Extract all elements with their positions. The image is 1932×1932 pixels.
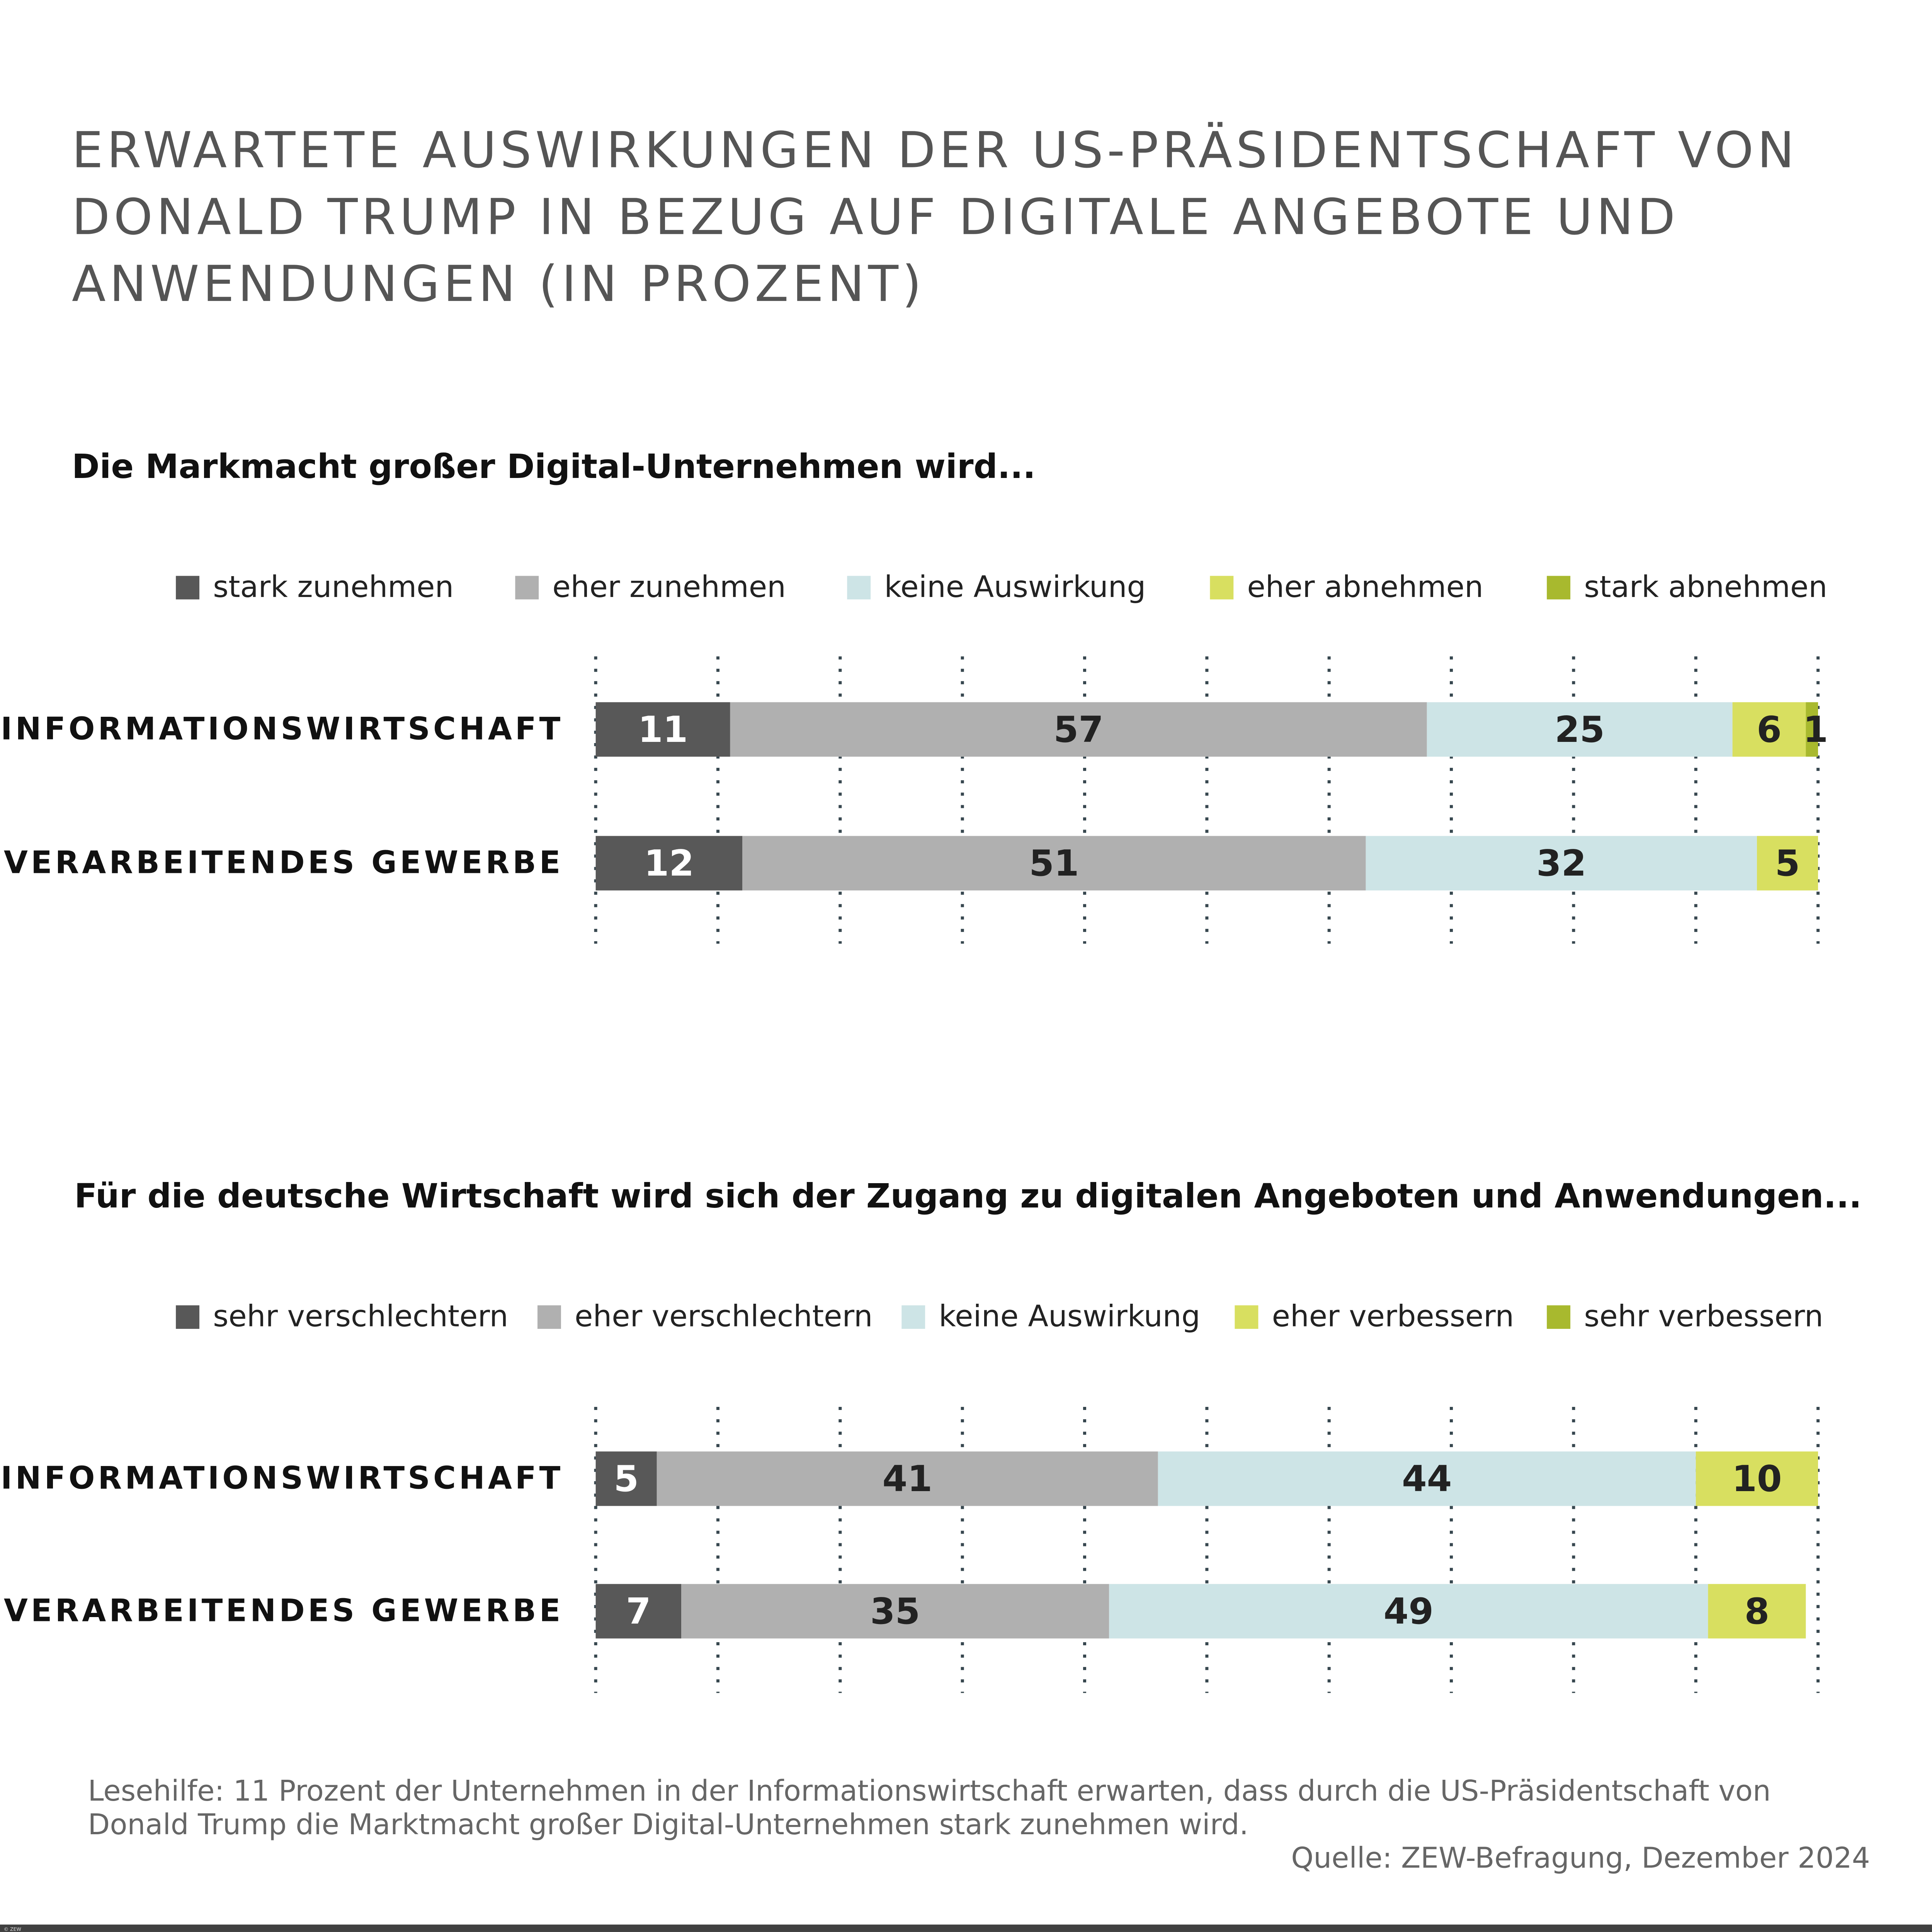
chart-1-row-label: VERARBEITENDES GEWERBE	[3, 844, 564, 881]
data-label: 25	[1555, 709, 1605, 750]
legend-item: stark zunehmen	[176, 570, 454, 604]
legend-swatch	[1547, 1304, 1571, 1328]
copyright: © ZEW	[3, 1925, 21, 1932]
bar-segment	[1696, 1451, 1818, 1506]
bar-segment	[656, 1451, 1158, 1506]
title-line: ANWENDUNGEN (IN PROZENT)	[71, 256, 925, 313]
data-label: 44	[1402, 1458, 1452, 1500]
data-label: 32	[1536, 842, 1586, 884]
legend-swatch	[176, 1304, 200, 1328]
data-label: 1	[1803, 709, 1828, 750]
chart-2-row-label: INFORMATIONSWIRTSCHAFT	[0, 1460, 564, 1496]
data-label: 11	[638, 709, 688, 750]
legend-item: sehr verbessern	[1547, 1299, 1823, 1334]
data-label: 5	[1775, 842, 1800, 884]
chart-2-title: Für die deutsche Wirtschaft wird sich de…	[74, 1178, 1862, 1216]
legend-label: keine Auswirkung	[939, 1299, 1201, 1334]
bar-segment	[1366, 836, 1757, 891]
bar-segment	[1109, 1584, 1708, 1639]
data-label: 41	[883, 1458, 932, 1500]
bar-segment	[1158, 1451, 1696, 1506]
bar-segment	[742, 836, 1366, 891]
source-note: Quelle: ZEW-Befragung, Dezember 2024	[1291, 1843, 1870, 1875]
data-label: 8	[1745, 1590, 1770, 1632]
bar-segment	[595, 1451, 657, 1506]
chart-1-title: Die Markmacht großer Digital-Unternehmen…	[71, 448, 1036, 487]
bar-segment	[595, 836, 743, 891]
legend-swatch	[176, 575, 200, 599]
legend-label: stark abnehmen	[1584, 570, 1828, 605]
data-label: 35	[870, 1590, 920, 1632]
legend-swatch	[515, 575, 539, 599]
legend-label: sehr verbessern	[1584, 1299, 1823, 1334]
data-label: 10	[1732, 1458, 1782, 1500]
data-label: 5	[614, 1458, 639, 1500]
chart-2-row-label: VERARBEITENDES GEWERBE	[3, 1592, 564, 1629]
page-title: ERWARTETE AUSWIRKUNGEN DER US-PRÄSIDENTS…	[72, 117, 1798, 318]
legend-label: eher verbessern	[1272, 1299, 1514, 1334]
title-line: DONALD TRUMP IN BEZUG AUF DIGITALE ANGEB…	[71, 189, 1679, 247]
legend-swatch	[1547, 575, 1571, 599]
legend-item: keine Auswirkung	[847, 570, 1146, 604]
legend-label: keine Auswirkung	[884, 570, 1146, 605]
legend-label: eher zunehmen	[552, 570, 786, 605]
legend-item: sehr verschlechtern	[176, 1299, 508, 1334]
legend-item: eher verbessern	[1235, 1299, 1514, 1334]
bar-segment	[595, 702, 730, 757]
legend-item: eher abnehmen	[1210, 570, 1483, 604]
legend-swatch	[901, 1304, 925, 1328]
legend-swatch	[1210, 575, 1234, 599]
legend-label: eher abnehmen	[1247, 570, 1483, 605]
legend-label: stark zunehmen	[213, 570, 454, 605]
chart-1-row-label: INFORMATIONSWIRTSCHAFT	[0, 711, 564, 747]
legend-swatch	[537, 1304, 561, 1328]
data-label: 12	[644, 842, 694, 884]
data-label: 6	[1757, 709, 1782, 750]
legend-label: sehr verschlechtern	[213, 1299, 509, 1334]
legend-swatch	[1235, 1304, 1259, 1328]
bar-segment	[681, 1584, 1109, 1639]
bar-segment	[595, 1584, 682, 1639]
chart-1: 11 57 25 6 1 12 51 32 5	[594, 656, 1828, 944]
legend-item: eher verschlechtern	[537, 1299, 872, 1334]
data-label: 57	[1054, 709, 1104, 750]
data-label: 51	[1029, 842, 1079, 884]
bar-segment	[1708, 1584, 1806, 1639]
legend-item: keine Auswirkung	[901, 1299, 1200, 1334]
bar-segment	[1757, 836, 1818, 891]
legend-item: stark abnehmen	[1547, 570, 1827, 604]
bar-segment	[730, 702, 1427, 757]
chart-2: 5 41 44 10 7 35 49 8	[594, 1406, 1820, 1693]
data-label: 49	[1384, 1590, 1434, 1632]
bar-segment	[1427, 702, 1733, 757]
legend-label: eher verschlechtern	[575, 1299, 873, 1334]
footer-bar	[0, 1925, 1932, 1932]
data-label: 7	[626, 1590, 651, 1632]
legend-item: eher zunehmen	[515, 570, 786, 604]
reading-aid-note: Lesehilfe: 11 Prozent der Unternehmen in…	[88, 1776, 1771, 1842]
bar-segment	[1732, 702, 1806, 757]
title-line: ERWARTETE AUSWIRKUNGEN DER US-PRÄSIDENTS…	[71, 122, 1798, 180]
bar-segment	[1806, 702, 1818, 757]
legend-swatch	[847, 575, 871, 599]
